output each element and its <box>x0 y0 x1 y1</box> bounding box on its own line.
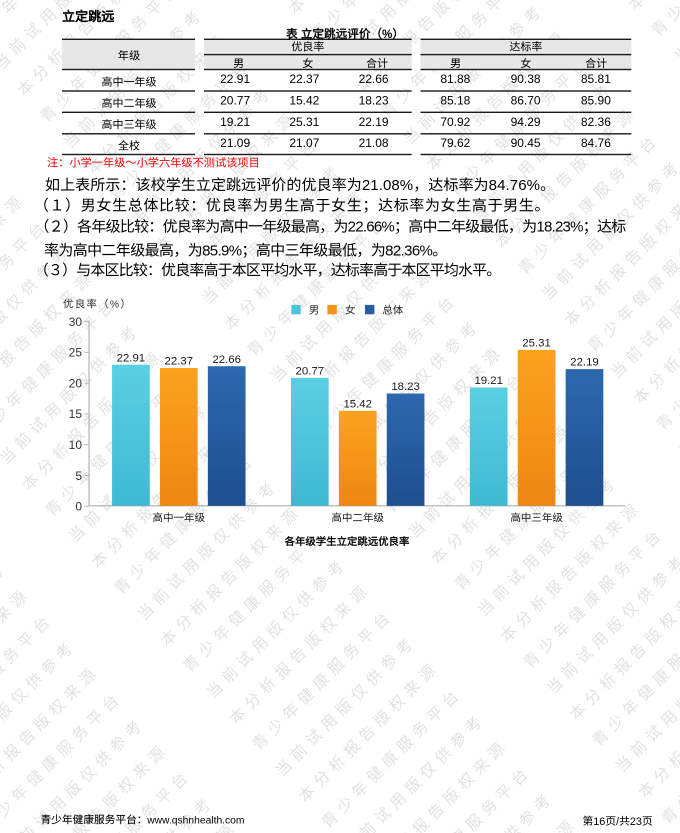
svg-text:85.18: 85.18 <box>440 94 470 108</box>
svg-text:82.36%: 82.36% <box>385 242 432 259</box>
svg-text:81.88: 81.88 <box>440 72 470 86</box>
svg-text:85.81: 85.81 <box>581 72 611 86</box>
svg-text:%: % <box>110 299 121 311</box>
svg-text:21.07: 21.07 <box>289 136 319 150</box>
svg-text:22.91: 22.91 <box>220 72 250 86</box>
svg-text:25.31: 25.31 <box>522 337 551 349</box>
svg-text:30: 30 <box>69 315 83 329</box>
svg-text:18.23: 18.23 <box>359 94 389 108</box>
svg-text:19.21: 19.21 <box>220 115 250 129</box>
svg-text:22.66: 22.66 <box>359 72 389 86</box>
svg-text:23: 23 <box>630 816 642 828</box>
svg-text:94.29: 94.29 <box>511 115 541 129</box>
svg-text:16: 16 <box>593 816 605 828</box>
svg-text:22.66: 22.66 <box>212 354 241 366</box>
svg-text:90.45: 90.45 <box>511 136 541 150</box>
svg-text:15.42: 15.42 <box>289 94 319 108</box>
svg-text:25.31: 25.31 <box>289 115 319 129</box>
svg-text:22.66%: 22.66% <box>348 219 395 236</box>
svg-text:15: 15 <box>69 407 83 421</box>
svg-text:10: 10 <box>69 438 83 452</box>
svg-text:21.08%: 21.08% <box>362 177 413 194</box>
svg-text:84.76: 84.76 <box>581 136 611 150</box>
svg-text:22.37: 22.37 <box>289 72 319 86</box>
svg-text:90.38: 90.38 <box>511 72 541 86</box>
svg-text:85.9%: 85.9% <box>202 242 242 259</box>
svg-text:22.91: 22.91 <box>117 352 146 364</box>
svg-text:20.77: 20.77 <box>296 365 325 377</box>
svg-text:21.09: 21.09 <box>220 136 250 150</box>
svg-text:18.23: 18.23 <box>391 381 420 393</box>
svg-text:19.21: 19.21 <box>474 375 503 387</box>
svg-text:20.77: 20.77 <box>220 94 250 108</box>
svg-text:0: 0 <box>75 500 82 514</box>
svg-text:www.qshnhealth.com: www.qshnhealth.com <box>146 815 244 826</box>
svg-text:22.19: 22.19 <box>359 115 389 129</box>
svg-text:84.76%: 84.76% <box>489 177 540 194</box>
svg-text:%: % <box>382 28 392 41</box>
svg-text:82.36: 82.36 <box>581 115 611 129</box>
svg-text:21.08: 21.08 <box>359 136 389 150</box>
svg-text:85.90: 85.90 <box>581 94 611 108</box>
svg-text:25: 25 <box>69 346 83 360</box>
svg-text:18.23%: 18.23% <box>536 219 583 236</box>
svg-text:20: 20 <box>69 376 83 390</box>
svg-text:79.62: 79.62 <box>440 136 470 150</box>
svg-text:22.37: 22.37 <box>165 356 194 368</box>
svg-text:86.70: 86.70 <box>511 94 541 108</box>
svg-text:70.92: 70.92 <box>440 115 470 129</box>
svg-text:5: 5 <box>75 469 82 483</box>
svg-text:15.42: 15.42 <box>343 398 372 410</box>
svg-text:22.19: 22.19 <box>570 357 599 369</box>
svg-text:/: / <box>616 816 619 828</box>
